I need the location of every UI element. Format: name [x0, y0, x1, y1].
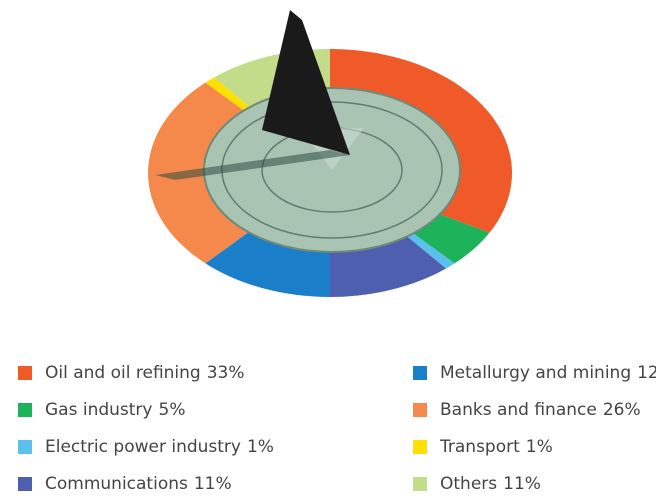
legend-value: 5% — [159, 400, 186, 420]
legend-swatch — [413, 366, 427, 380]
legend-name: Others — [440, 474, 497, 494]
legend-name: Metallurgy and mining — [440, 363, 631, 383]
legend-value: 26% — [603, 400, 641, 420]
legend-swatch — [413, 440, 427, 454]
legend-label: Others 11% — [440, 474, 541, 494]
legend-swatch — [18, 366, 32, 380]
legend-label: Electric power industry 1% — [45, 437, 274, 457]
legend-label: Oil and oil refining 33% — [45, 363, 245, 383]
legend-swatch — [413, 403, 427, 417]
legend-label: Metallurgy and mining 12% — [440, 363, 656, 383]
legend-name: Oil and oil refining — [45, 363, 201, 383]
legend-label: Transport 1% — [439, 437, 553, 457]
legend-value: 12% — [637, 363, 656, 383]
legend-value: 1% — [526, 437, 553, 457]
legend-name: Electric power industry — [45, 437, 241, 457]
legend-swatch — [413, 477, 427, 491]
legend-label: Communications 11% — [45, 474, 232, 494]
legend-name: Banks and finance — [440, 400, 597, 420]
legend-value: 1% — [247, 437, 274, 457]
gnomon — [262, 10, 350, 155]
legend-swatch — [18, 403, 32, 417]
legend-swatch — [18, 440, 32, 454]
gnomon-shadow — [155, 150, 350, 180]
legend-value: 11% — [194, 474, 232, 494]
legend-value: 11% — [503, 474, 541, 494]
legend-swatch — [18, 477, 32, 491]
legend-name: Transport — [439, 437, 520, 457]
sundial — [155, 10, 461, 253]
legend-name: Gas industry — [45, 400, 153, 420]
legend-label: Banks and finance 26% — [440, 400, 641, 420]
legend: Oil and oil refining 33% Gas industry 5% Ele… — [18, 363, 656, 494]
legend-label: Gas industry 5% — [45, 400, 185, 420]
legend-value: 33% — [207, 363, 245, 383]
legend-name: Communications — [45, 474, 188, 494]
